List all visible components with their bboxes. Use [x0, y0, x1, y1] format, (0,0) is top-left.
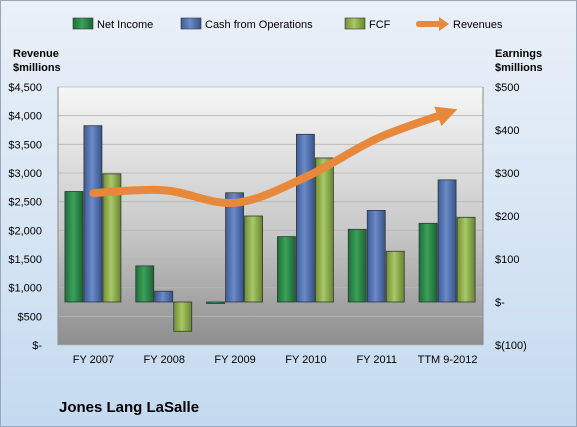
- bar-net-income: [347, 228, 367, 303]
- bar-cash-from-operations: [437, 179, 457, 303]
- left-tick-label: $-: [32, 340, 42, 352]
- left-tick-label: $2,000: [8, 225, 42, 237]
- legend: Net Income Cash from Operations FCF Revenue…: [72, 17, 503, 31]
- category-label: FY 2011: [356, 354, 397, 366]
- left-tick-label: $4,500: [8, 82, 42, 94]
- right-axis-title-line1: Earnings: [495, 48, 542, 60]
- company-name: Jones Lang LaSalle: [59, 399, 200, 416]
- right-tick-label: $100: [495, 254, 519, 266]
- legend-swatch-fcf: [344, 17, 366, 30]
- bar-cash-from-operations: [225, 192, 244, 303]
- left-tick-label: $1,500: [8, 254, 42, 266]
- category-label: FY 2008: [144, 354, 185, 366]
- revenue-line: [89, 106, 458, 208]
- legend-label-fcf: FCF: [369, 19, 391, 31]
- category-labels: FY 2007 FY 2008 FY 2009 FY 2010 FY 2011 TTM 9…: [73, 354, 478, 366]
- left-tick-label: $3,000: [8, 168, 42, 180]
- bar-fcf: [456, 216, 476, 303]
- left-axis-title-line2: $millions: [13, 62, 61, 74]
- bar-net-income: [64, 191, 84, 303]
- bar-fcf: [173, 301, 193, 332]
- bar-fcf: [385, 250, 405, 303]
- left-tick-label: $2,500: [8, 197, 42, 209]
- legend-label-revenues: Revenues: [453, 19, 503, 31]
- gridlines: [57, 86, 484, 346]
- axis-titles: Revenue $millions Earnings $millions: [13, 48, 543, 74]
- category-label: FY 2009: [214, 354, 255, 366]
- bar-cash-from-operations: [83, 125, 103, 303]
- revenue-line-path: [89, 106, 458, 208]
- bar-fcf: [102, 173, 122, 303]
- right-tick-label: $500: [495, 82, 519, 94]
- bars: [64, 125, 476, 332]
- right-axis-ticks: $(100) $- $100 $200 $300 $400 $500: [495, 82, 527, 352]
- plot-area: [58, 87, 483, 345]
- bar-net-income: [418, 222, 438, 303]
- category-label: FY 2007: [73, 354, 114, 366]
- right-tick-label: $(100): [495, 340, 527, 352]
- bar-net-income: [277, 236, 296, 303]
- bar-cash-from-operations: [366, 210, 386, 303]
- category-label: TTM 9-2012: [418, 354, 478, 366]
- right-tick-label: $-: [495, 297, 505, 309]
- left-axis-ticks: $- $500 $1,000 $1,500 $2,000 $2,500 $3,000 $3,5…: [8, 82, 42, 352]
- bar-fcf: [244, 215, 263, 303]
- bar-cash-from-operations: [154, 290, 174, 303]
- left-tick-label: $4,000: [8, 111, 42, 123]
- bar-fcf: [315, 157, 334, 303]
- legend-arrow-revenues: [439, 17, 449, 31]
- bar-net-income: [206, 301, 225, 304]
- category-label: FY 2010: [285, 354, 326, 366]
- right-tick-label: $200: [495, 211, 519, 223]
- legend-swatch-net-income: [72, 17, 94, 30]
- right-tick-label: $400: [495, 125, 519, 137]
- bar-net-income: [135, 265, 155, 303]
- right-axis-title-line2: $millions: [495, 62, 543, 74]
- bar-cash-from-operations: [296, 133, 315, 303]
- legend-label-cash-from-operations: Cash from Operations: [205, 19, 313, 31]
- legend-swatch-cash-from-operations: [180, 17, 202, 30]
- left-tick-label: $1,000: [8, 283, 42, 295]
- left-axis-title-line1: Revenue: [13, 48, 59, 60]
- left-tick-label: $500: [18, 311, 42, 323]
- left-tick-label: $3,500: [8, 139, 42, 151]
- legend-label-net-income: Net Income: [97, 19, 153, 31]
- right-tick-label: $300: [495, 168, 519, 180]
